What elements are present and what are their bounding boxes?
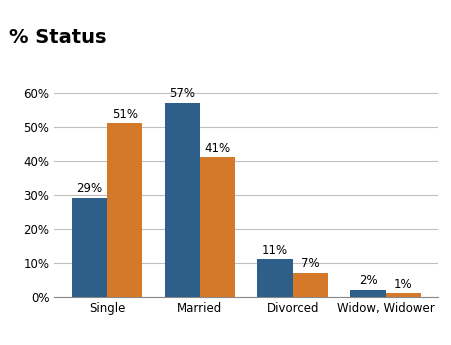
Text: 1%: 1%: [393, 278, 412, 290]
Text: 29%: 29%: [76, 183, 102, 196]
Bar: [72, 198, 107, 297]
Bar: [257, 259, 292, 297]
Bar: [199, 157, 235, 297]
Bar: [164, 103, 199, 297]
Text: 7%: 7%: [300, 257, 319, 270]
Text: 2%: 2%: [358, 274, 377, 287]
Bar: [107, 124, 142, 297]
Bar: [350, 290, 385, 297]
Text: % Status: % Status: [9, 28, 106, 47]
Bar: [292, 273, 327, 297]
Bar: [385, 293, 420, 297]
Text: 51%: 51%: [111, 108, 138, 121]
Text: 41%: 41%: [204, 142, 230, 155]
Text: 57%: 57%: [169, 87, 195, 100]
Text: 11%: 11%: [262, 244, 288, 257]
